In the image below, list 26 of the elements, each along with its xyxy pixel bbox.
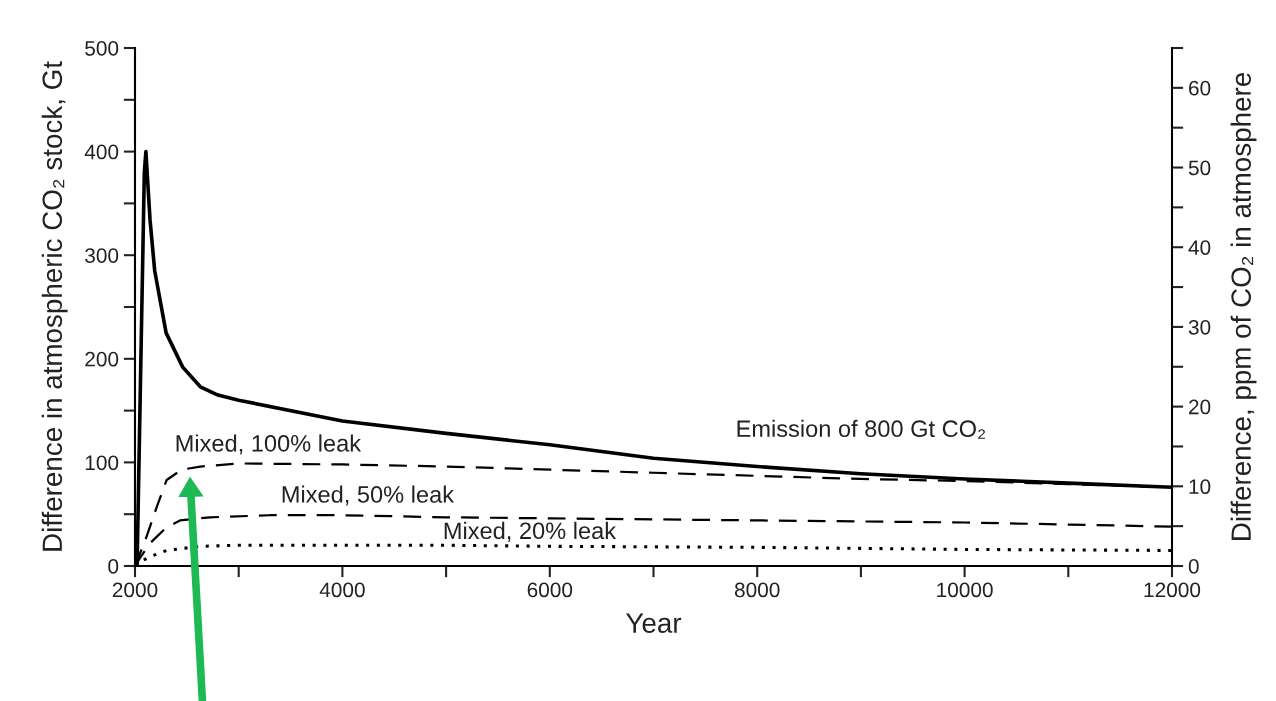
y2-tick-label: 60 xyxy=(1189,80,1211,96)
y-tick-label: 400 xyxy=(84,144,119,160)
series-label: Mixed, 50% leak xyxy=(282,485,455,506)
x-tick-label: 6000 xyxy=(527,582,573,598)
series-label: Emission of 800 Gt CO₂ xyxy=(737,419,986,439)
y2-axis-title: Difference, ppm of CO₂ in atmosphere xyxy=(1230,73,1257,540)
y-axis-title: Difference in atmospheric CO₂ stock, Gt xyxy=(41,61,68,551)
series-label: Mixed, 20% leak xyxy=(444,521,617,542)
x-tick-label: 8000 xyxy=(734,582,780,598)
x-tick-label: 10000 xyxy=(937,582,993,598)
y2-tick-label: 50 xyxy=(1188,160,1211,176)
y2-tick-label: 0 xyxy=(1188,559,1199,574)
y2-tick-label: 10 xyxy=(1189,479,1211,495)
x-tick-label: 2000 xyxy=(112,582,158,598)
x-tick-label: 12000 xyxy=(1144,582,1201,598)
y-tick-label: 500 xyxy=(85,41,119,56)
y2-tick-label: 20 xyxy=(1189,399,1211,415)
y-tick-label: 100 xyxy=(85,455,119,471)
y-tick-label: 300 xyxy=(85,248,119,263)
series-label: Mixed, 100% leak xyxy=(176,434,362,455)
x-axis-title: Year xyxy=(626,613,682,633)
y-tick-label: 0 xyxy=(108,559,119,574)
y2-tick-label: 30 xyxy=(1188,319,1211,335)
x-tick-label: 4000 xyxy=(319,582,365,598)
y2-tick-label: 40 xyxy=(1188,240,1211,255)
y-tick-label: 200 xyxy=(85,351,119,367)
